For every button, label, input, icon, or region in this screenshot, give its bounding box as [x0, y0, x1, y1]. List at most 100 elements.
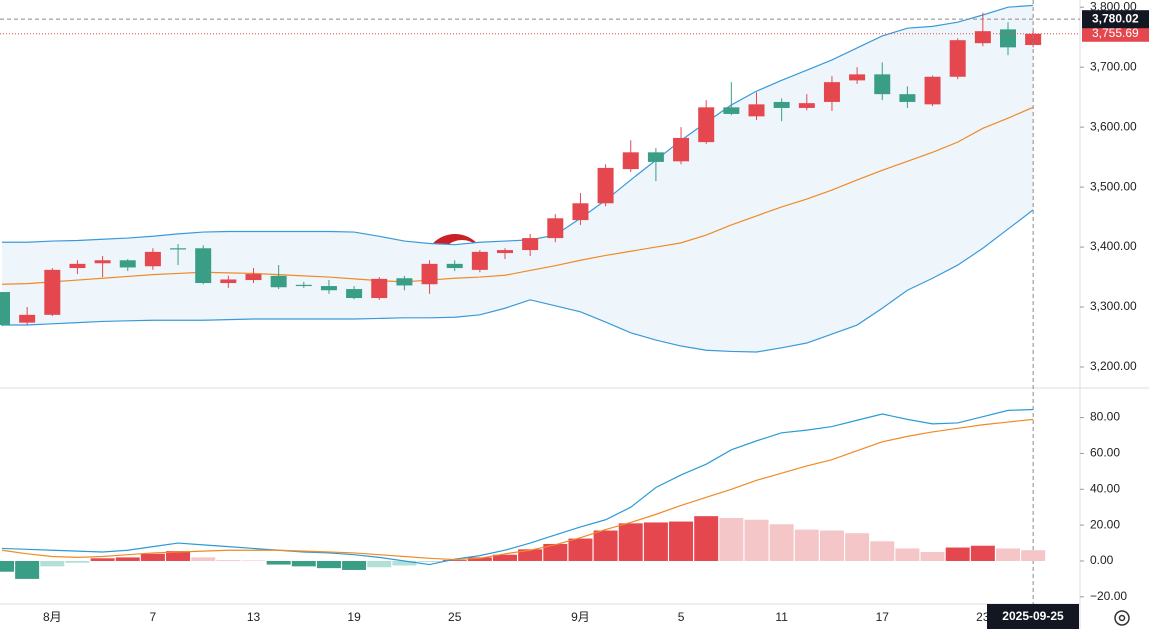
- histogram-bar: [417, 560, 442, 562]
- histogram-bar: [996, 548, 1020, 561]
- crosshair-price-label: 3,780.02: [1092, 11, 1139, 25]
- candle-body: [647, 152, 664, 162]
- candle-body: [547, 218, 564, 239]
- histogram-bar: [166, 551, 191, 561]
- candle-body: [195, 248, 212, 284]
- histogram-bar: [518, 549, 543, 561]
- candle-body: [723, 107, 740, 114]
- histogram-bar: [920, 552, 945, 561]
- histogram-bar: [90, 558, 115, 561]
- candle-body: [371, 278, 388, 299]
- candle-body: [798, 103, 815, 108]
- candle-body: [270, 275, 287, 288]
- y-tick-label: 3,300.00: [1090, 299, 1137, 313]
- x-tick-label: 19: [347, 610, 361, 624]
- x-tick-label: 11: [775, 610, 788, 624]
- histogram-bar: [191, 557, 216, 561]
- candle-body: [874, 74, 891, 95]
- histogram-bar: [266, 560, 291, 565]
- x-tick-label: 8月: [43, 610, 62, 624]
- x-tick-label: 13: [247, 610, 261, 624]
- histogram-bar: [140, 553, 165, 561]
- candle-body: [849, 74, 866, 81]
- histogram-bar: [794, 529, 819, 561]
- candle-body: [446, 263, 463, 269]
- candle-body: [597, 167, 614, 204]
- x-tick-label: 25: [448, 610, 462, 624]
- x-tick-label: 23: [976, 610, 990, 624]
- histogram-bar: [744, 519, 769, 561]
- candle-body: [773, 101, 790, 108]
- y-tick-label: 3,400.00: [1090, 239, 1137, 253]
- candle-body: [748, 104, 765, 117]
- histogram-bar: [845, 533, 870, 561]
- candle-body: [19, 314, 36, 323]
- candle-body: [899, 94, 916, 102]
- y-axis: 3,200.00 3,300.00 3,400.00 3,500.00 3,600.00…: [1080, 0, 1137, 373]
- histogram-bar: [241, 560, 266, 561]
- candle-body: [245, 274, 262, 281]
- histogram-bar: [1021, 550, 1046, 561]
- candle-body: [622, 152, 639, 170]
- y-tick-label: 3,800.00: [1090, 0, 1137, 13]
- candle-body: [170, 248, 187, 250]
- y-tick-label: 0.00: [1090, 553, 1114, 567]
- candle-body: [220, 279, 237, 284]
- candle-body: [522, 238, 539, 251]
- x-tick-label: 9月: [571, 610, 590, 624]
- candle-body: [346, 289, 363, 299]
- histogram-bar: [543, 543, 568, 561]
- histogram-bar: [719, 517, 744, 561]
- y-tick-label: 3,700.00: [1090, 59, 1137, 73]
- y-tick-label: 80.00: [1090, 410, 1120, 424]
- candle-body: [497, 250, 513, 254]
- candle-body: [1025, 33, 1042, 45]
- candle-body: [44, 269, 61, 315]
- histogram-bar: [0, 560, 14, 572]
- histogram-bar: [895, 548, 920, 561]
- band-lower: [2, 209, 1034, 353]
- y-tick-label: 60.00: [1090, 446, 1120, 460]
- y-tick-label: 3,500.00: [1090, 179, 1137, 193]
- candle-body: [823, 82, 840, 102]
- crosshair-date-box: [987, 604, 1079, 629]
- histogram-bar: [65, 560, 90, 563]
- macd-line: [1, 408, 1034, 566]
- candle-body: [144, 251, 161, 267]
- candle-body: [119, 260, 136, 268]
- histogram-bar: [819, 530, 844, 561]
- y-axis: −20.00 0.00 20.00 40.00 60.00 80.00: [1080, 410, 1127, 603]
- last-price-label: 3,755.69: [1092, 26, 1139, 40]
- candle-body: [320, 286, 337, 291]
- candle-body: [572, 203, 589, 221]
- histogram-bar: [769, 524, 794, 561]
- settings-icon[interactable]: [1114, 610, 1130, 626]
- x-tick-label: 17: [876, 610, 890, 624]
- candle-body: [421, 263, 438, 285]
- candle-body: [1000, 29, 1016, 48]
- candlestick-pane: [0, 4, 1042, 353]
- candle-body: [295, 284, 312, 287]
- crosshair-date-label: 2025-09-25: [1002, 609, 1064, 623]
- candle-body: [698, 107, 715, 143]
- macd-pane: [0, 408, 1046, 579]
- histogram-bar: [316, 560, 341, 569]
- y-tick-label: 3,200.00: [1090, 359, 1137, 373]
- histogram-bar: [970, 545, 995, 561]
- candle-body: [0, 292, 10, 326]
- candle-body: [949, 40, 966, 77]
- histogram-bar: [40, 560, 65, 567]
- histogram-bar: [618, 523, 643, 561]
- histogram-bar: [643, 522, 668, 561]
- histogram-bar: [15, 560, 40, 579]
- histogram-bar: [568, 538, 593, 561]
- candle-body: [673, 137, 690, 162]
- band-middle: [1, 106, 1034, 285]
- histogram-bar: [493, 554, 517, 561]
- candle-body: [974, 31, 991, 44]
- candle-body: [94, 260, 111, 264]
- histogram-bar: [442, 560, 467, 561]
- x-tick-label: 7: [150, 610, 157, 624]
- candle-body: [396, 278, 413, 286]
